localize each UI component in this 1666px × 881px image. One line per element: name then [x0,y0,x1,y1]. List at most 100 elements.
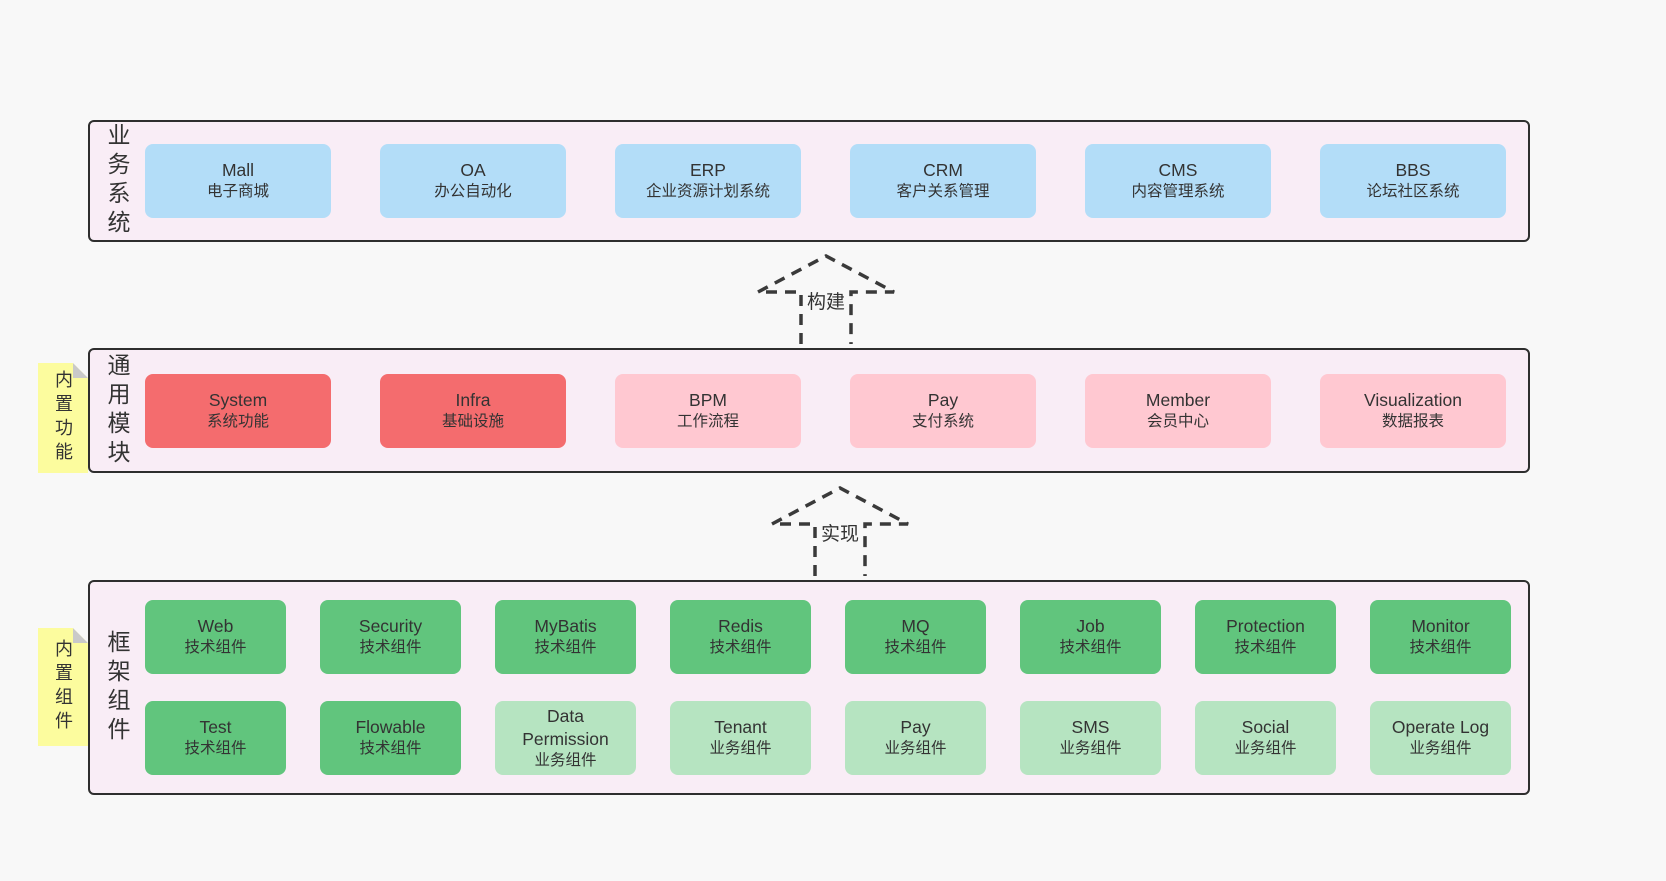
box-erp: ERP 企业资源计划系统 [615,144,801,218]
box-subtitle: 技术组件 [184,639,247,657]
box-title: SMS [1071,717,1110,738]
box-title: Security [358,616,423,637]
box-subtitle: 系统功能 [206,412,269,430]
box-mybatis: MyBatis 技术组件 [495,600,636,674]
layer-label-framework-components: 框架组件 [104,629,130,746]
box-redis: Redis 技术组件 [670,600,811,674]
arrow-build-label: 构建 [807,291,845,313]
box-title: Test [199,717,232,738]
box-test: Test 技术组件 [145,701,286,775]
box-data-permission: Data Permission 业务组件 [495,701,636,775]
box-title: Protection [1226,616,1305,637]
box-monitor: Monitor 技术组件 [1370,600,1511,674]
box-pay-module: Pay 支付系统 [850,373,1036,448]
box-subtitle: 客户关系管理 [896,183,990,201]
arrow-build-outline [757,254,895,344]
sticky-fold-icon [73,628,88,643]
box-title: CMS [1158,160,1198,181]
box-social: Social 业务组件 [1195,701,1336,775]
box-protection: Protection 技术组件 [1195,600,1336,674]
box-subtitle: 会员中心 [1146,412,1209,430]
box-title: Pay [927,389,959,410]
box-subtitle: 技术组件 [359,639,422,657]
box-crm: CRM 客户关系管理 [850,144,1036,218]
box-subtitle: 技术组件 [359,740,422,758]
box-job: Job 技术组件 [1020,600,1161,674]
box-bbs: BBS 论坛社区系统 [1320,144,1506,218]
box-title: Pay [900,717,931,738]
box-sms: SMS 业务组件 [1020,701,1161,775]
layer-common-modules: 通用模块 System 系统功能 Infra 基础设施 BPM 工作流程 Pay… [88,348,1530,473]
framework-components-row-1: Web 技术组件 Security 技术组件 MyBatis 技术组件 Redi… [145,600,1511,674]
box-bpm: BPM 工作流程 [615,373,801,448]
business-systems-row: Mall 电子商城 OA 办公自动化 ERP 企业资源计划系统 CRM 客户关系… [145,122,1506,240]
box-subtitle: 业务组件 [534,751,597,769]
box-title: Flowable [355,717,426,738]
box-subtitle: 技术组件 [1234,639,1297,657]
layer-business-systems: 业务系统 Mall 电子商城 OA 办公自动化 ERP 企业资源计划系统 CRM… [88,120,1530,242]
box-subtitle: 业务组件 [1059,740,1122,758]
box-subtitle: 数据报表 [1381,412,1444,430]
box-title: Redis [718,616,763,637]
box-title: System [208,389,268,410]
box-title: Visualization [1364,389,1462,410]
box-subtitle: 技术组件 [184,740,247,758]
box-title: BBS [1395,160,1431,181]
box-subtitle: 论坛社区系统 [1366,183,1460,201]
box-pay-component: Pay 业务组件 [845,701,986,775]
sticky-built-in-features: 内置功能 [38,363,88,473]
box-subtitle: 技术组件 [1409,639,1472,657]
box-member: Member 会员中心 [1085,373,1271,448]
box-mall: Mall 电子商城 [145,144,331,218]
box-title: ERP [690,160,726,181]
box-subtitle: 业务组件 [884,740,947,758]
box-system: System 系统功能 [145,373,331,448]
box-cms: CMS 内容管理系统 [1085,144,1271,218]
box-security: Security 技术组件 [320,600,461,674]
box-title: Infra [455,389,491,410]
arrow-implement: 实现 [771,486,909,576]
box-subtitle: 业务组件 [1409,740,1472,758]
box-title: MQ [901,616,930,637]
box-mq: MQ 技术组件 [845,600,986,674]
box-visualization: Visualization 数据报表 [1320,373,1506,448]
box-flowable: Flowable 技术组件 [320,701,461,775]
box-title: Operate Log [1391,717,1490,738]
box-operate-log: Operate Log 业务组件 [1370,701,1511,775]
box-web: Web 技术组件 [145,600,286,674]
box-subtitle: 技术组件 [709,639,772,657]
box-subtitle: 办公自动化 [434,183,512,201]
box-subtitle: 企业资源计划系统 [645,183,770,201]
box-subtitle: 基础设施 [441,412,504,430]
box-title: Web [197,616,234,637]
box-subtitle: 业务组件 [1234,740,1297,758]
box-subtitle: 工作流程 [676,412,739,430]
box-title: Data Permission [522,705,609,749]
box-subtitle: 电子商城 [206,183,269,201]
box-infra: Infra 基础设施 [380,373,566,448]
box-title: BPM [689,389,727,410]
box-title: Tenant [714,717,767,738]
arrow-implement-label: 实现 [821,523,859,545]
box-subtitle: 业务组件 [709,740,772,758]
framework-components-row-2: Test 技术组件 Flowable 技术组件 Data Permission … [145,701,1511,775]
arrow-build: 构建 [757,254,895,344]
box-title: Social [1241,717,1290,738]
box-oa: OA 办公自动化 [380,144,566,218]
box-subtitle: 内容管理系统 [1131,183,1225,201]
sticky-label: 内置组件 [53,639,73,735]
box-subtitle: 支付系统 [911,412,974,430]
arrow-implement-outline [771,486,909,576]
box-subtitle: 技术组件 [884,639,947,657]
box-title: MyBatis [534,616,597,637]
layer-label-common-modules: 通用模块 [104,352,130,469]
sticky-fold-icon [73,363,88,378]
box-tenant: Tenant 业务组件 [670,701,811,775]
box-title: Job [1076,616,1105,637]
box-title: CRM [923,160,963,181]
layer-label-business-systems: 业务系统 [104,123,130,239]
box-subtitle: 技术组件 [1059,639,1122,657]
sticky-built-in-components: 内置组件 [38,628,88,746]
sticky-label: 内置功能 [53,370,73,466]
box-title: Mall [221,160,255,181]
